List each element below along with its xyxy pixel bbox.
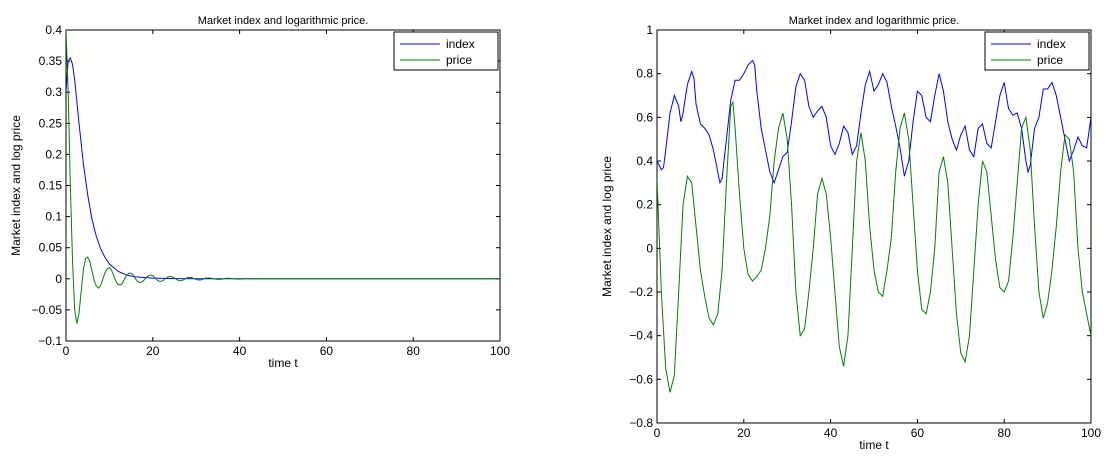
legend-box <box>393 31 499 71</box>
y-tick-label: 0 <box>646 241 653 255</box>
chart-2: Market index and logarithmic price. 0 20 40… <box>600 15 1101 452</box>
x-tick-label: 0 <box>654 426 661 440</box>
chart-title: Market index and logarithmic price. <box>198 15 369 27</box>
y-tick-label: 0.2 <box>636 198 653 212</box>
y-tick-label: 0.1 <box>45 210 62 224</box>
y-tick-label: 0.3 <box>45 85 62 99</box>
x-tick-label: 80 <box>407 344 421 358</box>
y-tick-label: 0.4 <box>45 23 62 37</box>
legend-label-price: price <box>1037 53 1063 67</box>
chart-1: Market index and logarithmic price. 0 20 40… <box>9 15 510 370</box>
x-tick-label: 100 <box>490 344 510 358</box>
y-tick-label: 1 <box>646 23 653 37</box>
x-tick-label: 20 <box>737 426 751 440</box>
y-axis-label: Market index and log price <box>9 115 23 256</box>
y-tick-label: 0.8 <box>636 67 653 81</box>
x-tick-label: 80 <box>998 426 1012 440</box>
y-tick-label: −0.05 <box>32 303 63 317</box>
series-line-index <box>66 56 500 280</box>
y-tick-label: 0.35 <box>39 54 63 68</box>
y-tick-label: 0.15 <box>39 179 63 193</box>
series-line-price <box>66 30 500 324</box>
x-axis-label: time t <box>268 356 298 370</box>
y-tick-label: −0.6 <box>629 372 653 386</box>
x-tick-label: 60 <box>320 344 334 358</box>
series-line-index <box>657 59 1091 185</box>
x-tick-label: 0 <box>63 344 70 358</box>
y-tick-label: −0.1 <box>38 334 62 348</box>
chart-title: Market index and logarithmic price. <box>789 15 960 27</box>
y-tick-label: 0.2 <box>45 147 62 161</box>
legend-box <box>984 31 1090 71</box>
y-tick-label: 0.6 <box>636 110 653 124</box>
y-tick-label: −0.4 <box>629 329 653 343</box>
y-tick-label: 0.4 <box>636 154 653 168</box>
y-tick-label: −0.2 <box>629 285 653 299</box>
x-tick-label: 20 <box>146 344 160 358</box>
legend: index price <box>393 31 499 71</box>
plot-area <box>656 29 1092 424</box>
y-tick-label: 0.05 <box>39 241 63 255</box>
x-axis-label: time t <box>859 438 889 452</box>
x-tick-label: 40 <box>233 344 247 358</box>
legend-label-index: index <box>446 37 475 51</box>
y-tick-label: 0.25 <box>39 116 63 130</box>
legend: index price <box>984 31 1090 71</box>
y-tick-label: 0 <box>55 272 62 286</box>
y-tick-label: −0.8 <box>629 416 653 430</box>
legend-label-index: index <box>1037 37 1066 51</box>
x-tick-label: 40 <box>824 426 838 440</box>
x-tick-label: 100 <box>1081 426 1101 440</box>
plot-area <box>65 29 501 342</box>
legend-label-price: price <box>446 53 472 67</box>
x-tick-label: 60 <box>911 426 925 440</box>
series-line-price <box>657 100 1091 393</box>
y-axis-label: Market index and log price <box>600 156 614 297</box>
